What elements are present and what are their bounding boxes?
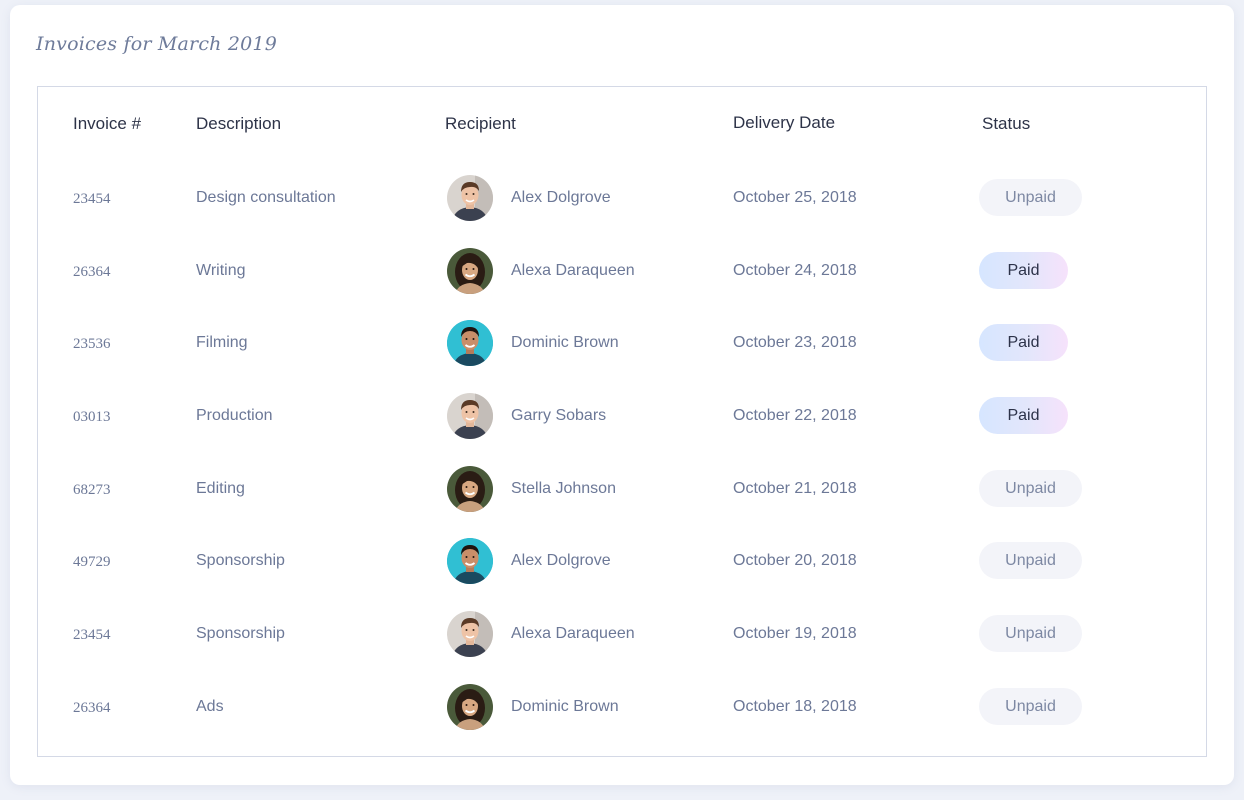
avatar-woman — [447, 465, 493, 512]
column-header-description[interactable]: Description — [196, 114, 282, 133]
recipient[interactable]: Alexa Daraqueen — [447, 247, 635, 294]
delivery-date: October 22, 2018 — [733, 407, 857, 425]
status-badge: Unpaid — [979, 179, 1082, 216]
delivery-date: October 23, 2018 — [733, 334, 857, 352]
status-badge: Paid — [979, 251, 1068, 289]
delivery-date: October 24, 2018 — [733, 261, 857, 279]
table-row[interactable]: 03013 Production Garry Sobars October 22… — [38, 384, 1206, 457]
recipient[interactable]: Dominic Brown — [447, 683, 619, 730]
invoice-description: Design consultation — [196, 189, 336, 206]
invoice-description: Sponsorship — [196, 625, 285, 643]
recipient-name: Stella Johnson — [511, 479, 616, 497]
delivery-date: October 18, 2018 — [733, 697, 857, 715]
table-row[interactable]: 49729 Sponsorship Alex Dolgrove October … — [38, 529, 1206, 602]
recipient-name: Alexa Daraqueen — [511, 625, 635, 643]
recipient-name: Alexa Daraqueen — [511, 261, 635, 279]
invoice-number: 26364 — [73, 699, 111, 716]
recipient[interactable]: Stella Johnson — [447, 465, 616, 512]
recipient[interactable]: Alexa Daraqueen — [447, 611, 635, 658]
status-badge: Paid — [979, 324, 1068, 362]
invoice-description: Ads — [196, 697, 224, 715]
status-badge: Unpaid — [979, 542, 1082, 580]
avatar-man-light — [447, 393, 493, 440]
status-badge: Paid — [979, 397, 1068, 435]
status-badge: Unpaid — [979, 687, 1082, 725]
table-row[interactable]: 23454 Sponsorship Alexa Daraqueen Octobe… — [38, 602, 1206, 675]
recipient-name: Dominic Brown — [511, 697, 619, 715]
column-header-invoice[interactable]: Invoice # — [73, 114, 142, 133]
status-badge: Unpaid — [979, 615, 1082, 653]
table-body: 23454 Design consultation Alex Dolgrove … — [38, 166, 1206, 748]
recipient-name: Garry Sobars — [511, 407, 607, 425]
invoice-number: 49729 — [73, 554, 111, 571]
delivery-date: October 21, 2018 — [733, 479, 857, 497]
table-row[interactable]: 26364 Ads Dominic Brown October 18, 2018… — [38, 675, 1206, 748]
table-row[interactable]: 23536 Filming Dominic Brown October 23, … — [38, 311, 1206, 384]
invoices-table: Invoice # Description Recipient Delivery… — [37, 86, 1207, 757]
avatar-woman — [447, 683, 493, 730]
table-row[interactable]: 23454 Design consultation Alex Dolgrove … — [38, 166, 1206, 239]
avatar-man-light — [447, 611, 493, 658]
invoice-number: 23536 — [73, 336, 111, 353]
avatar-woman — [447, 247, 493, 294]
invoice-description: Writing — [196, 261, 246, 279]
recipient-name: Alex Dolgrove — [511, 189, 611, 206]
column-header-recipient[interactable]: Recipient — [445, 114, 516, 133]
invoice-number: 03013 — [73, 409, 111, 426]
recipient-name: Alex Dolgrove — [511, 552, 611, 570]
recipient[interactable]: Alex Dolgrove — [447, 538, 611, 585]
delivery-date: October 20, 2018 — [733, 552, 857, 570]
recipient[interactable]: Dominic Brown — [447, 320, 619, 367]
avatar-man-teal — [447, 538, 493, 585]
table-row[interactable]: 68273 Editing Stella Johnson October 21,… — [38, 457, 1206, 530]
recipient-name: Dominic Brown — [511, 334, 619, 352]
invoice-description: Sponsorship — [196, 552, 285, 570]
invoice-description: Production — [196, 407, 273, 425]
recipient[interactable]: Alex Dolgrove — [447, 175, 611, 221]
column-header-delivery-date[interactable]: Delivery Date — [733, 113, 836, 132]
invoice-number: 23454 — [73, 191, 111, 207]
invoice-number: 26364 — [73, 263, 111, 280]
page-title: Invoices for March 2019 — [36, 33, 277, 55]
invoice-number: 23454 — [73, 627, 111, 644]
status-badge: Unpaid — [979, 469, 1082, 507]
invoice-description: Filming — [196, 334, 248, 352]
avatar-man-teal — [447, 320, 493, 367]
column-header-status[interactable]: Status — [982, 114, 1031, 133]
table-header: Invoice # Description Recipient Delivery… — [38, 109, 1206, 139]
invoices-card: Invoices for March 2019 Invoice # Descri… — [10, 5, 1234, 785]
invoice-description: Editing — [196, 479, 245, 497]
table-row[interactable]: 26364 Writing Alexa Daraqueen October 24… — [38, 239, 1206, 312]
recipient[interactable]: Garry Sobars — [447, 393, 607, 440]
delivery-date: October 25, 2018 — [733, 189, 857, 206]
avatar-man-light — [447, 175, 493, 221]
invoice-number: 68273 — [73, 481, 111, 498]
delivery-date: October 19, 2018 — [733, 625, 857, 643]
